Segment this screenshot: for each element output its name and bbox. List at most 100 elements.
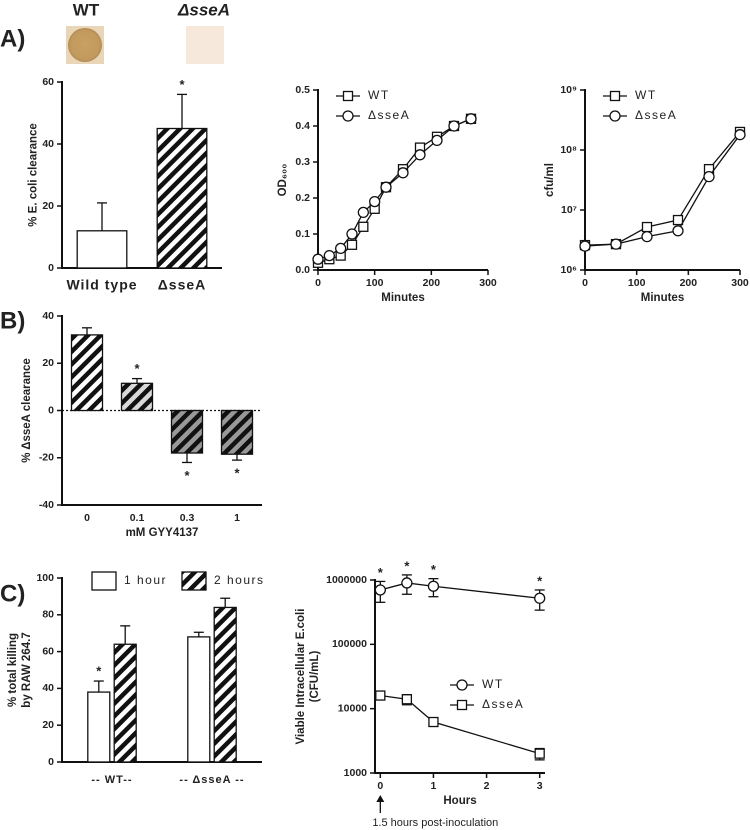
marker — [534, 592, 546, 604]
marker — [534, 748, 545, 759]
panel-label: A) — [0, 25, 25, 52]
legend-label: WT — [635, 88, 657, 102]
x-tick-label: 0.3 — [180, 512, 195, 524]
annotation: * — [179, 77, 185, 92]
marker — [672, 225, 684, 237]
error-bar — [93, 680, 104, 693]
series-line — [584, 134, 741, 247]
marker — [609, 110, 621, 122]
marker — [380, 181, 392, 193]
y-tick-label: 10⁶ — [560, 264, 577, 276]
y-axis-label: by RAW 264.7 — [21, 632, 33, 707]
annotation: * — [378, 565, 384, 580]
error-bar — [177, 93, 187, 129]
error-bar — [97, 202, 107, 231]
marker — [369, 195, 381, 208]
x-tick-label: 0 — [377, 780, 383, 792]
marker — [357, 206, 369, 219]
legend-swatch — [181, 571, 207, 591]
marker — [312, 253, 324, 265]
x-tick-label: 100 — [366, 277, 384, 289]
y-axis-label: cfu/ml — [544, 163, 556, 197]
legend-label: ΔsseA — [368, 108, 410, 122]
colony-label: ΔsseA — [177, 0, 230, 19]
x-tick-label: 3 — [537, 780, 543, 792]
annotation: * — [134, 361, 140, 376]
marker — [375, 690, 386, 701]
annotation: * — [184, 468, 190, 483]
error-bar — [193, 631, 204, 637]
x-tick-label: -- ΔsseA -- — [179, 774, 244, 786]
y-tick-label: 0.2 — [295, 192, 310, 204]
marker — [374, 584, 386, 596]
marker — [641, 221, 653, 233]
marker — [456, 699, 468, 711]
error-bar — [182, 453, 192, 464]
x-tick-label: 2 — [484, 780, 490, 792]
y-tick-label: 60 — [42, 645, 54, 657]
error-bar — [132, 377, 142, 384]
annotation: * — [234, 466, 240, 481]
marker — [672, 214, 684, 226]
marker — [323, 249, 335, 262]
y-tick-label: 40 — [42, 682, 54, 694]
y-tick-label: 10⁷ — [561, 204, 577, 216]
y-tick-label: 0.1 — [295, 228, 310, 240]
marker — [428, 716, 439, 728]
panel-label: C) — [0, 580, 25, 607]
x-tick-label: ΔsseA — [158, 277, 207, 293]
annotation: * — [431, 562, 437, 577]
y-axis-label: (CFU/mL) — [309, 650, 321, 702]
marker — [465, 113, 477, 125]
bar — [87, 691, 111, 763]
bar — [170, 409, 204, 454]
bar — [220, 409, 254, 455]
x-tick-label: 0 — [315, 277, 321, 289]
series-line — [317, 118, 472, 260]
x-tick-label: 200 — [680, 277, 698, 289]
y-tick-label: 0.3 — [295, 156, 310, 168]
y-axis-label: % E. coli clearance — [27, 123, 39, 227]
marker — [427, 580, 440, 592]
panel-label: B) — [0, 307, 25, 334]
series-line — [584, 131, 741, 246]
y-tick-label: 80 — [42, 609, 54, 621]
x-tick-label: 300 — [479, 277, 497, 289]
y-tick-label: 1000 — [344, 767, 368, 779]
legend-label: WT — [368, 88, 390, 102]
colony-image — [186, 26, 224, 64]
marker — [579, 240, 591, 252]
marker — [448, 120, 460, 132]
bar — [76, 230, 128, 269]
x-tick-label: 1 — [431, 780, 437, 792]
y-tick-label: 0.5 — [295, 84, 310, 96]
series-line — [317, 118, 472, 264]
error-bar — [120, 625, 131, 645]
x-tick-label: 300 — [731, 277, 749, 289]
legend-label: WT — [482, 677, 504, 691]
legend-label: 2 hours — [214, 573, 265, 587]
x-axis-label: Hours — [443, 795, 476, 807]
error-bar — [82, 327, 92, 335]
x-tick-label: 0 — [84, 512, 90, 524]
x-tick-label: 0 — [582, 277, 588, 289]
y-axis-label: % total killing — [7, 633, 19, 707]
y-tick-label: -40 — [39, 499, 54, 511]
y-tick-label: 0 — [48, 262, 54, 274]
x-tick-label: Wild type — [66, 277, 137, 293]
marker — [342, 90, 354, 102]
y-axis-label: Viable Intracellular E.coli — [295, 609, 307, 745]
marker — [346, 239, 358, 250]
y-tick-label: 100000 — [332, 638, 367, 650]
legend-label: ΔsseA — [635, 108, 677, 122]
marker — [397, 167, 409, 179]
marker — [401, 694, 413, 705]
error-bar — [220, 597, 231, 608]
marker — [703, 170, 715, 183]
annotation: * — [96, 663, 102, 678]
y-tick-label: 10⁸ — [560, 144, 577, 156]
marker — [342, 110, 354, 122]
y-tick-label: 60 — [42, 76, 54, 88]
y-axis-label: OD₆₀₀ — [277, 164, 289, 197]
